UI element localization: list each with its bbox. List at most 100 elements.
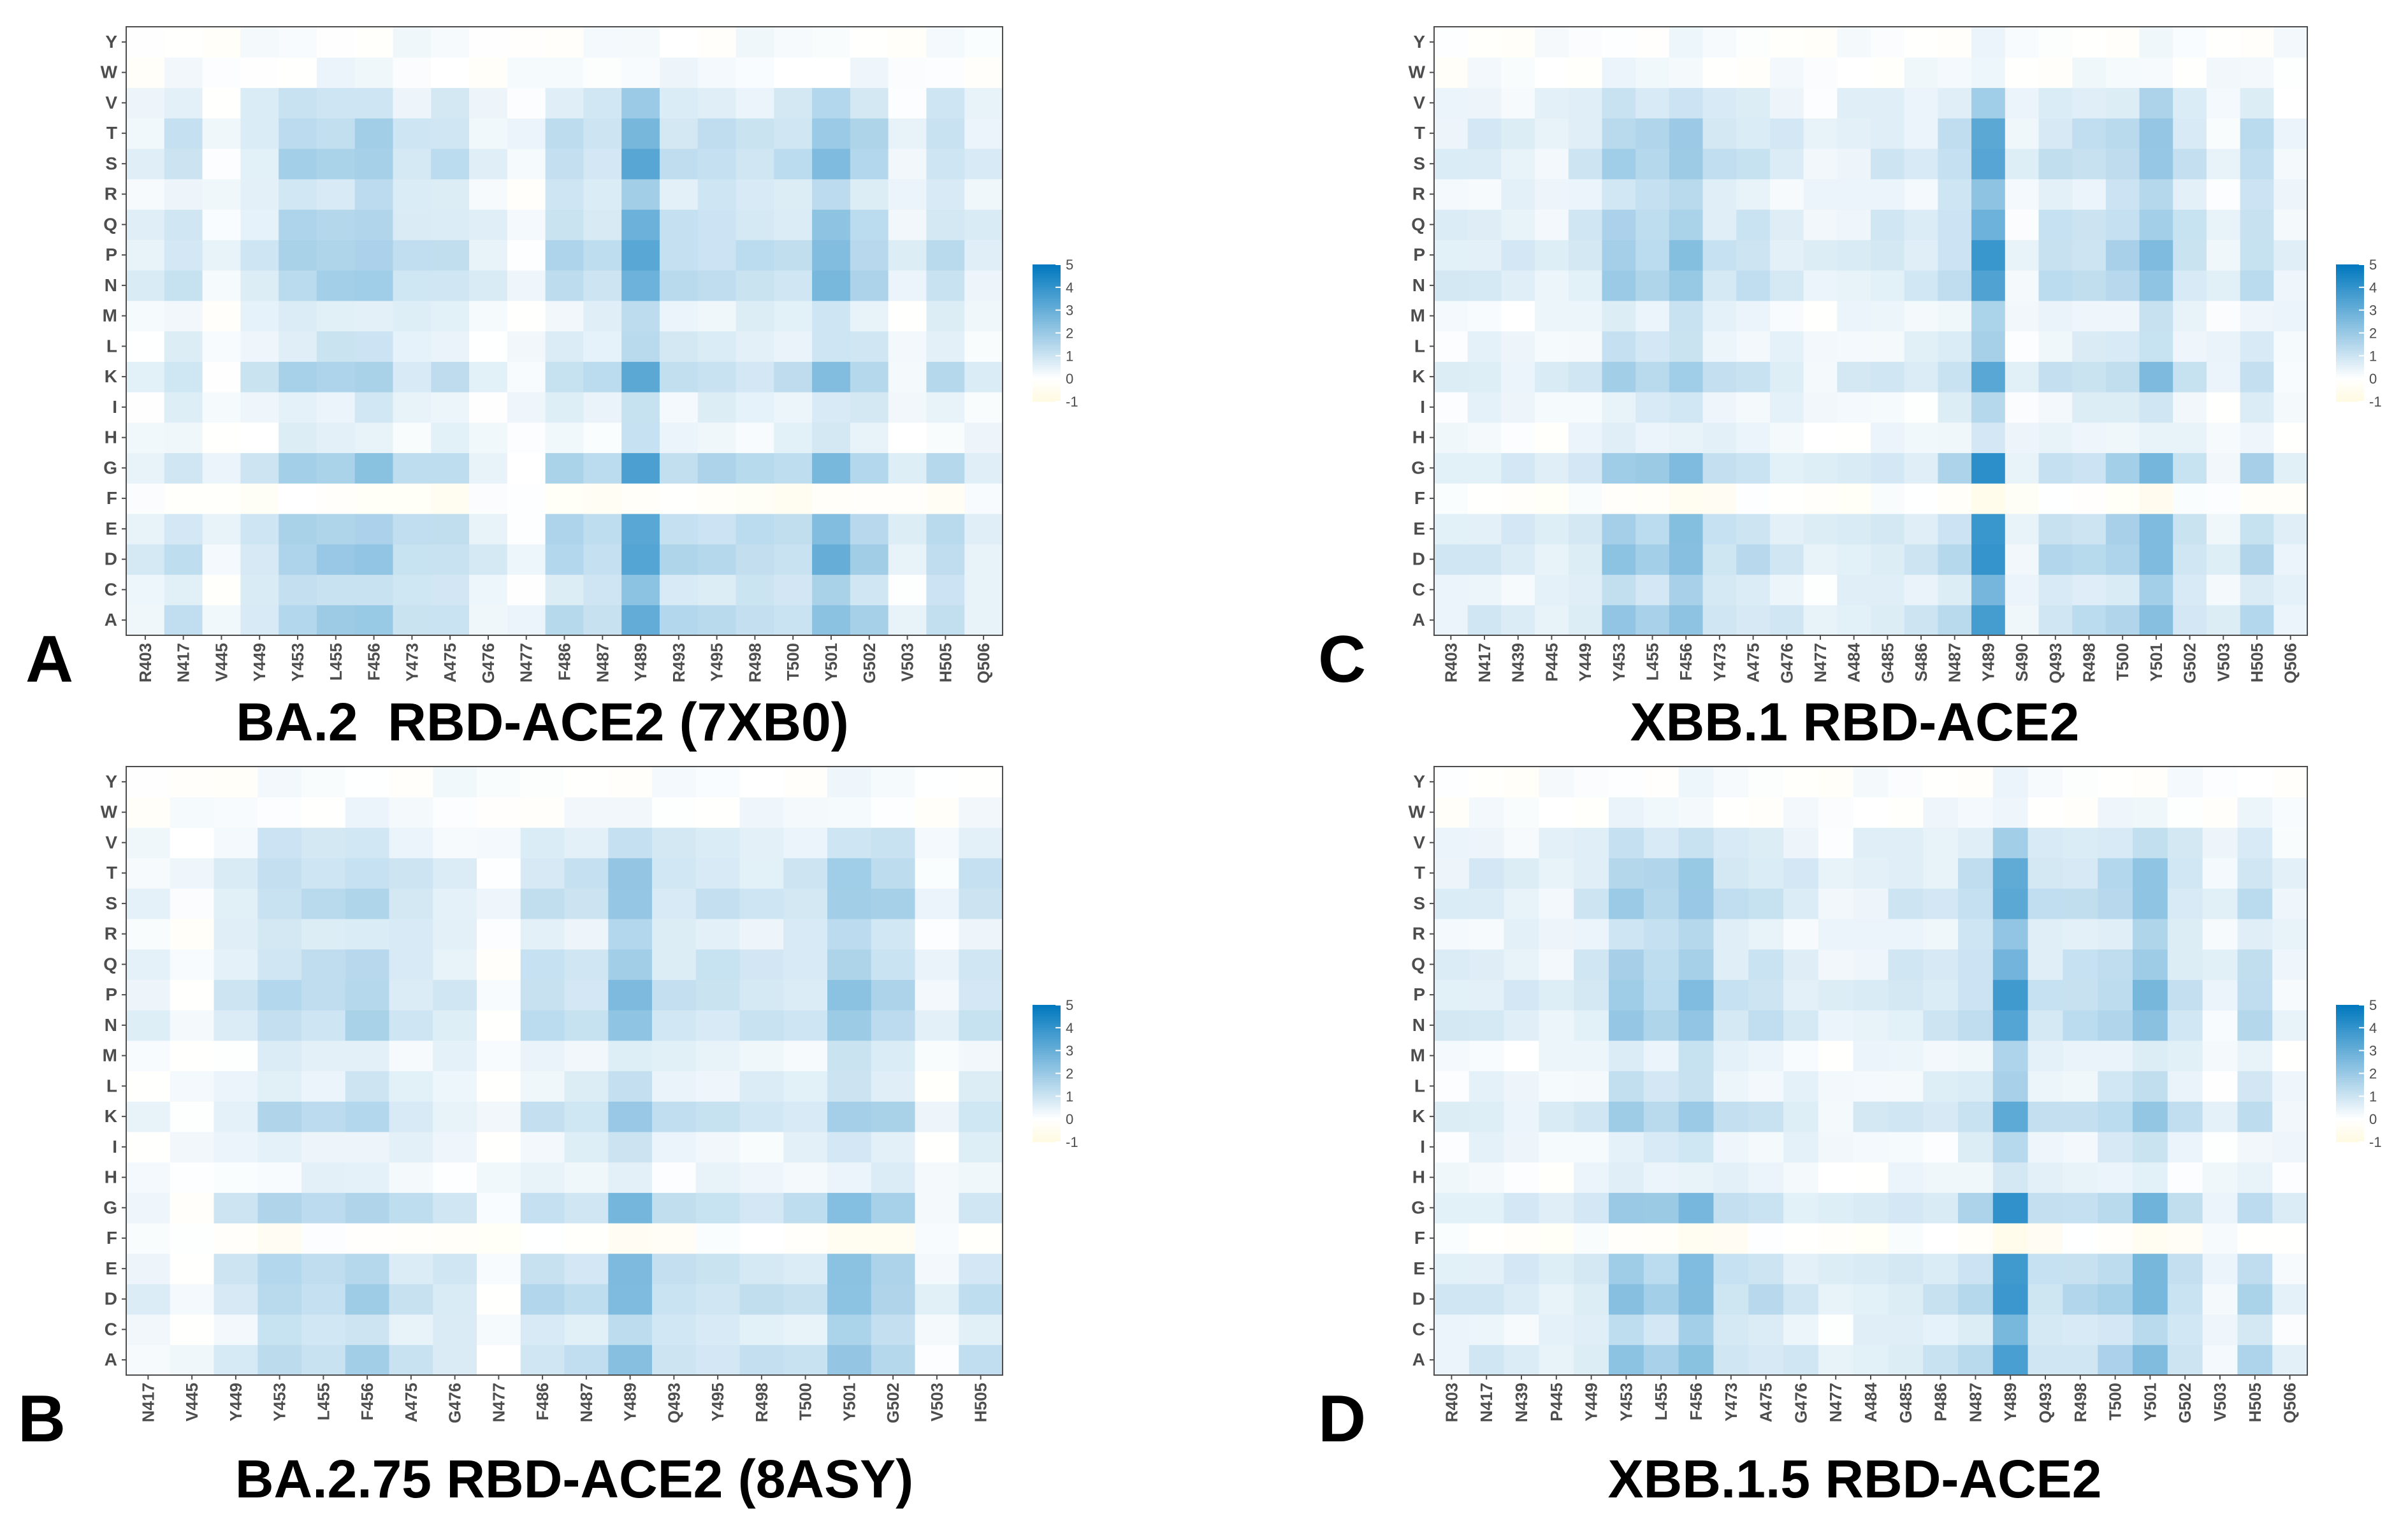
- heat-cell: [850, 483, 889, 514]
- heat-cell: [1469, 1223, 1505, 1254]
- heat-cell: [301, 918, 346, 950]
- heat-cell: [915, 979, 959, 1011]
- heat-cell: [1783, 1344, 1819, 1376]
- heat-cell: [354, 178, 394, 210]
- heat-cell: [564, 827, 609, 858]
- heat-cell: [1818, 979, 1854, 1011]
- heat-cell: [1501, 544, 1535, 575]
- heat-cell: [1853, 767, 1889, 798]
- heat-cell: [1958, 918, 1994, 950]
- heat-cell: [431, 544, 470, 575]
- heat-cell: [2072, 605, 2107, 636]
- heat-cell: [659, 392, 699, 423]
- heat-cell: [2240, 209, 2274, 240]
- legend-color-step: [1033, 324, 1061, 327]
- heat-cell: [2027, 888, 2063, 919]
- legend-color-step: [1033, 301, 1061, 304]
- heat-cell: [1702, 452, 1737, 484]
- heat-cell: [1992, 1283, 2029, 1315]
- heat-cell: [739, 1132, 784, 1163]
- heat-cell: [345, 797, 390, 828]
- heat-cell: [1434, 209, 1469, 240]
- heat-cell: [345, 767, 390, 798]
- heat-cell: [1535, 209, 1569, 240]
- heat-cell: [520, 1070, 565, 1102]
- heat-cell: [1643, 1101, 1679, 1132]
- x-tick-label: G502: [2180, 643, 2200, 684]
- heat-cell: [652, 1314, 697, 1345]
- heat-cell: [1871, 544, 1905, 575]
- heat-cell: [1971, 574, 2006, 605]
- heat-cell: [783, 858, 828, 889]
- panel-b-x-ticks: N417 V445 Y449 Y453 L455 F456 A475 G476 N477 F486…: [138, 1375, 990, 1424]
- heat-cell: [2098, 1253, 2133, 1285]
- heat-cell: [2237, 1344, 2273, 1376]
- heat-cell: [2133, 1040, 2168, 1072]
- heat-cell: [1434, 300, 1469, 332]
- heat-cell: [316, 148, 356, 180]
- heat-cell: [1501, 118, 1535, 149]
- heat-cell: [1467, 422, 1502, 454]
- legend-color-step: [2336, 1125, 2364, 1129]
- heat-cell: [1992, 1162, 2029, 1193]
- heat-cell: [301, 827, 346, 858]
- heat-cell: [1643, 1192, 1679, 1223]
- heat-cell: [621, 574, 660, 605]
- legend-color-step: [2336, 319, 2364, 322]
- heat-cell: [301, 1344, 346, 1376]
- heat-cell: [739, 1253, 784, 1285]
- heat-cell: [652, 1253, 697, 1285]
- heat-cell: [871, 1192, 916, 1223]
- heat-cell: [1938, 483, 1972, 514]
- heat-cell: [126, 1314, 171, 1345]
- heat-cell: [257, 1192, 302, 1223]
- heat-cell: [774, 544, 813, 575]
- heat-cell: [2027, 1314, 2063, 1345]
- heat-cell: [1748, 1132, 1784, 1163]
- legend-color-step: [1033, 1055, 1061, 1058]
- heat-cell: [1783, 797, 1819, 828]
- y-tick-label: Y: [1413, 32, 1425, 52]
- heat-cell: [1992, 1070, 2029, 1102]
- heat-cell: [812, 27, 851, 58]
- heat-cell: [1539, 1040, 1574, 1072]
- legend-color-step: [1033, 1130, 1061, 1134]
- heat-cell: [354, 270, 394, 301]
- heat-cell: [564, 888, 609, 919]
- legend-color-step: [1033, 266, 1061, 270]
- heat-cell: [1736, 300, 1771, 332]
- heat-cell: [2274, 27, 2308, 58]
- panel-c-heat-cells: [1434, 27, 2308, 636]
- heat-cell: [850, 574, 889, 605]
- heat-cell: [1748, 1162, 1784, 1193]
- heat-cell: [827, 1040, 872, 1072]
- heat-cell: [812, 361, 851, 393]
- heat-cell: [1702, 27, 1737, 58]
- heat-cell: [2105, 361, 2140, 393]
- legend-color-step: [1033, 1062, 1061, 1065]
- heat-cell: [257, 1344, 302, 1376]
- legend-tick-label: 5: [1066, 997, 1073, 1013]
- heat-cell: [393, 87, 432, 119]
- heat-cell: [583, 178, 622, 210]
- heat-cell: [126, 918, 171, 950]
- heat-cell: [316, 361, 356, 393]
- x-tick-label: G485: [1896, 1383, 1915, 1424]
- x-tick-label: N477: [517, 643, 536, 682]
- legend-color-step: [1033, 340, 1061, 343]
- y-tick-label: M: [1411, 1046, 1425, 1065]
- heat-cell: [279, 240, 317, 271]
- legend-color-step: [1033, 1057, 1061, 1060]
- x-tick-label: F456: [358, 1383, 377, 1420]
- legend-color-step: [2336, 394, 2364, 398]
- heat-cell: [1713, 1132, 1749, 1163]
- heat-cell: [2202, 767, 2238, 798]
- heat-cell: [170, 767, 215, 798]
- heat-cell: [1837, 270, 1871, 301]
- legend-color-step: [2336, 312, 2364, 315]
- x-tick-label: R498: [2080, 643, 2099, 682]
- heat-cell: [507, 544, 546, 575]
- heat-cell: [1568, 544, 1603, 575]
- heat-cell: [621, 57, 660, 89]
- heat-cell: [477, 1283, 521, 1315]
